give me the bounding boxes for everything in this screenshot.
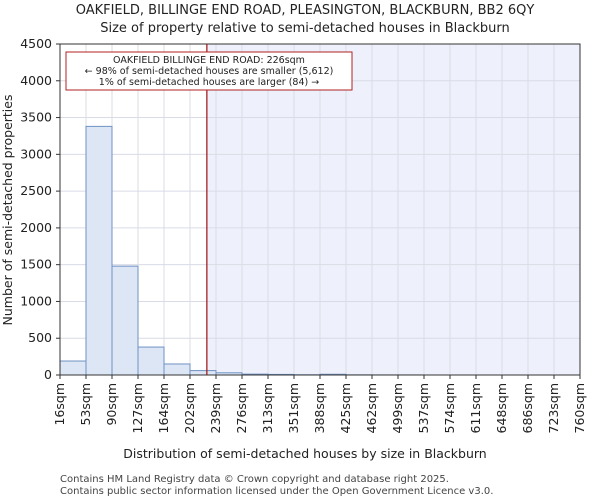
histogram-bar [137,346,165,376]
x-tick-label: 537sqm [416,383,431,433]
x-tick-label: 648sqm [494,383,509,433]
y-tick-label: 500 [28,330,52,345]
x-tick-label: 462sqm [364,383,379,433]
x-tick-label: 499sqm [390,383,405,433]
footer-line-1: Contains HM Land Registry data © Crown c… [60,474,449,485]
x-tick-label: 760sqm [572,383,587,433]
y-tick-label: 0 [44,367,52,382]
x-tick-label: 53sqm [78,383,93,426]
y-tick-label: 3500 [20,110,52,125]
footer-line-2: Contains public sector information licen… [60,486,493,497]
x-tick-label: 202sqm [182,383,197,433]
y-tick-label: 1000 [20,293,52,308]
y-axis-label: Number of semi-detached properties [0,95,15,326]
y-tick-label: 2500 [20,183,52,198]
x-tick-label: 239sqm [208,383,223,433]
x-tick-label: 425sqm [338,383,353,433]
x-tick-label: 313sqm [260,383,275,433]
x-tick-label: 611sqm [468,383,483,433]
x-tick-label: 276sqm [234,383,249,433]
chart-title: OAKFIELD, BILLINGE END ROAD, PLEASINGTON… [76,3,535,18]
annotation-line-2: ← 98% of semi-detached houses are smalle… [85,66,334,77]
y-tick-label: 4000 [20,73,52,88]
histogram-bar [85,125,113,376]
x-tick-label: 16sqm [52,383,67,426]
x-tick-label: 127sqm [130,383,145,433]
annotation-box [65,51,353,91]
annotation-line-1: OAKFIELD BILLINGE END ROAD: 226sqm [113,55,305,66]
x-tick-label: 686sqm [520,383,535,433]
y-tick-label: 2000 [20,220,52,235]
histogram-bar [59,360,87,376]
larger-region-shading [206,44,580,375]
y-tick-label: 3000 [20,146,52,161]
histogram-bar [189,370,217,376]
chart-subtitle: Size of property relative to semi-detach… [100,21,510,36]
y-tick-label: 4500 [20,36,52,51]
x-tick-label: 388sqm [312,383,327,433]
x-tick-label: 164sqm [156,383,171,433]
x-tick-label: 574sqm [442,383,457,433]
x-tick-label: 723sqm [546,383,561,433]
histogram-bar [163,363,191,376]
plot-area: 0 500 1000 1500 2000 2500 3000 3500 4000 4500 16sq… [20,36,587,433]
x-axis-label: Distribution of semi-detached houses by … [123,446,486,461]
annotation-line-3: 1% of semi-detached houses are larger (8… [99,77,319,88]
y-tick-label: 1500 [20,257,52,272]
x-tick-label: 351sqm [286,383,301,433]
histogram-bar [111,265,139,376]
x-tick-label: 90sqm [104,383,119,426]
